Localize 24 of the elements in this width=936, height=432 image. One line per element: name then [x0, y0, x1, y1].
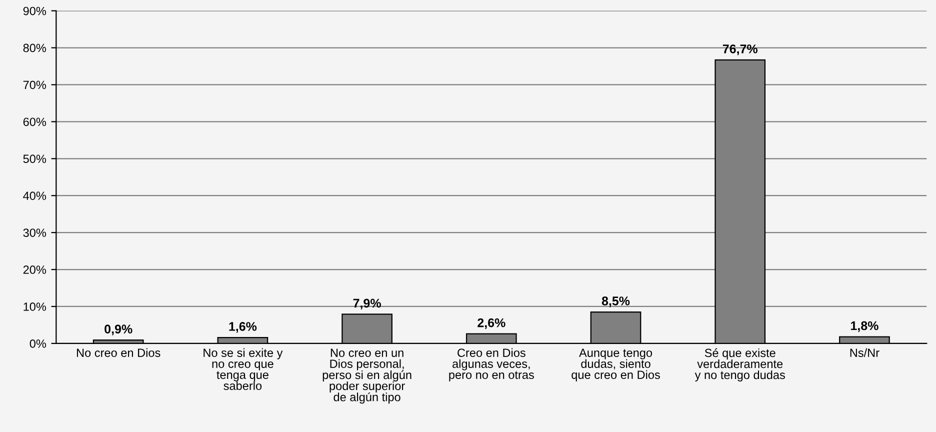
x-tick-label: Aunque tengo dudas, siento que creo en Dios	[572, 348, 660, 382]
data-label: 1,8%	[851, 321, 878, 332]
data-label: 7,9%	[353, 298, 381, 310]
x-tick-label: Sé que existe verdaderamente y no tengo dudas	[694, 348, 785, 382]
x-tick-label: Creo en Dios algunas veces, pero no en otras	[449, 348, 534, 382]
y-tick-label: 50%	[23, 154, 46, 164]
x-tick-label: No creo en Dios	[76, 348, 160, 357]
y-tick-label: 90%	[23, 6, 46, 16]
y-tick-label: 0%	[30, 339, 46, 348]
y-tick-label: 70%	[23, 80, 46, 90]
x-tick-label: Ns/Nr	[850, 348, 880, 357]
y-tick-label: 40%	[23, 192, 46, 200]
data-label: 0,9%	[104, 324, 132, 336]
data-label: 1,6%	[229, 322, 257, 333]
data-label: 8,5%	[602, 296, 630, 308]
y-tick-label: 10%	[24, 302, 46, 311]
y-tick-label: 30%	[23, 228, 46, 237]
y-tick-label: 80%	[23, 44, 46, 52]
x-tick-label: No se si exite y no creo que tenga que saberlo	[204, 348, 283, 390]
x-tick-label: No creo en un Dios personal, perso si en algún poder superior de algún tipo	[322, 348, 412, 404]
y-tick-label: 60%	[23, 118, 46, 126]
data-label: 76,7%	[722, 44, 758, 56]
data-label: 2,6%	[478, 318, 506, 330]
y-tick-label: 20%	[23, 266, 46, 274]
